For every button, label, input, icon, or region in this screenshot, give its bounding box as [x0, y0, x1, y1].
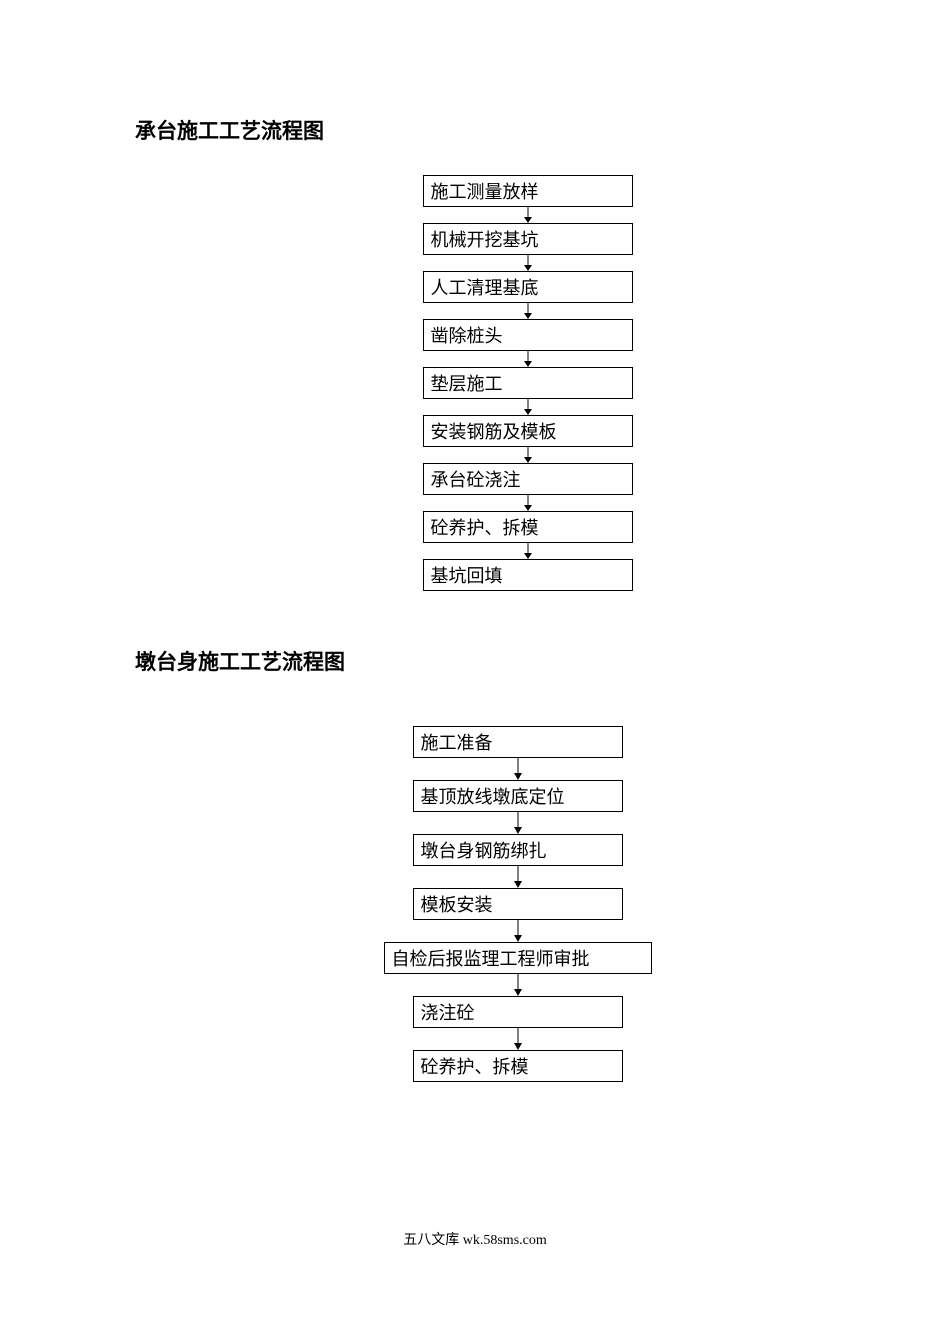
down-arrow-icon — [522, 399, 534, 415]
down-arrow-icon — [522, 447, 534, 463]
flow-step-3: 人工清理基底 — [423, 271, 633, 303]
arrow — [522, 207, 534, 223]
page-content: 承台施工工艺流程图 施工测量放样 机械开挖基坑 人工清理基底 凿除桩头 — [0, 0, 950, 1082]
flow-step-4: 凿除桩头 — [423, 319, 633, 351]
down-arrow-icon — [512, 920, 524, 942]
arrow — [512, 866, 524, 888]
flow-step-8: 砼养护、拆模 — [423, 511, 633, 543]
flow-step-6: 安装钢筋及模板 — [423, 415, 633, 447]
arrow — [512, 1028, 524, 1050]
flow2-step-7: 砼养护、拆模 — [413, 1050, 623, 1082]
down-arrow-icon — [512, 1028, 524, 1050]
flow-step-2: 机械开挖基坑 — [423, 223, 633, 255]
section2-title: 墩台身施工工艺流程图 — [135, 646, 815, 676]
arrow — [522, 447, 534, 463]
down-arrow-icon — [512, 866, 524, 888]
down-arrow-icon — [522, 495, 534, 511]
down-arrow-icon — [522, 351, 534, 367]
arrow — [522, 303, 534, 319]
flowchart-1: 施工测量放样 机械开挖基坑 人工清理基底 凿除桩头 — [240, 175, 815, 591]
down-arrow-icon — [512, 974, 524, 996]
flow2-step-2: 基顶放线墩底定位 — [413, 780, 623, 812]
page-footer: 五八文库 wk.58sms.com — [0, 1229, 950, 1249]
arrow — [512, 758, 524, 780]
section1-title: 承台施工工艺流程图 — [135, 115, 815, 145]
arrow — [512, 974, 524, 996]
arrow — [522, 543, 534, 559]
arrow — [522, 351, 534, 367]
flow2-step-5: 自检后报监理工程师审批 — [384, 942, 652, 974]
down-arrow-icon — [512, 812, 524, 834]
arrow — [512, 920, 524, 942]
flow-step-1: 施工测量放样 — [423, 175, 633, 207]
flow2-step-6: 浇注砼 — [413, 996, 623, 1028]
flowchart-2: 施工准备 基顶放线墩底定位 墩台身钢筋绑扎 模板安装 — [220, 726, 815, 1082]
flow2-step-3: 墩台身钢筋绑扎 — [413, 834, 623, 866]
down-arrow-icon — [522, 255, 534, 271]
arrow — [512, 812, 524, 834]
flow-step-5: 垫层施工 — [423, 367, 633, 399]
arrow — [522, 399, 534, 415]
flow-step-7: 承台砼浇注 — [423, 463, 633, 495]
flow2-step-4: 模板安装 — [413, 888, 623, 920]
flow-step-9: 基坑回填 — [423, 559, 633, 591]
flow2-step-1: 施工准备 — [413, 726, 623, 758]
down-arrow-icon — [512, 758, 524, 780]
down-arrow-icon — [522, 207, 534, 223]
down-arrow-icon — [522, 303, 534, 319]
arrow — [522, 255, 534, 271]
arrow — [522, 495, 534, 511]
down-arrow-icon — [522, 543, 534, 559]
